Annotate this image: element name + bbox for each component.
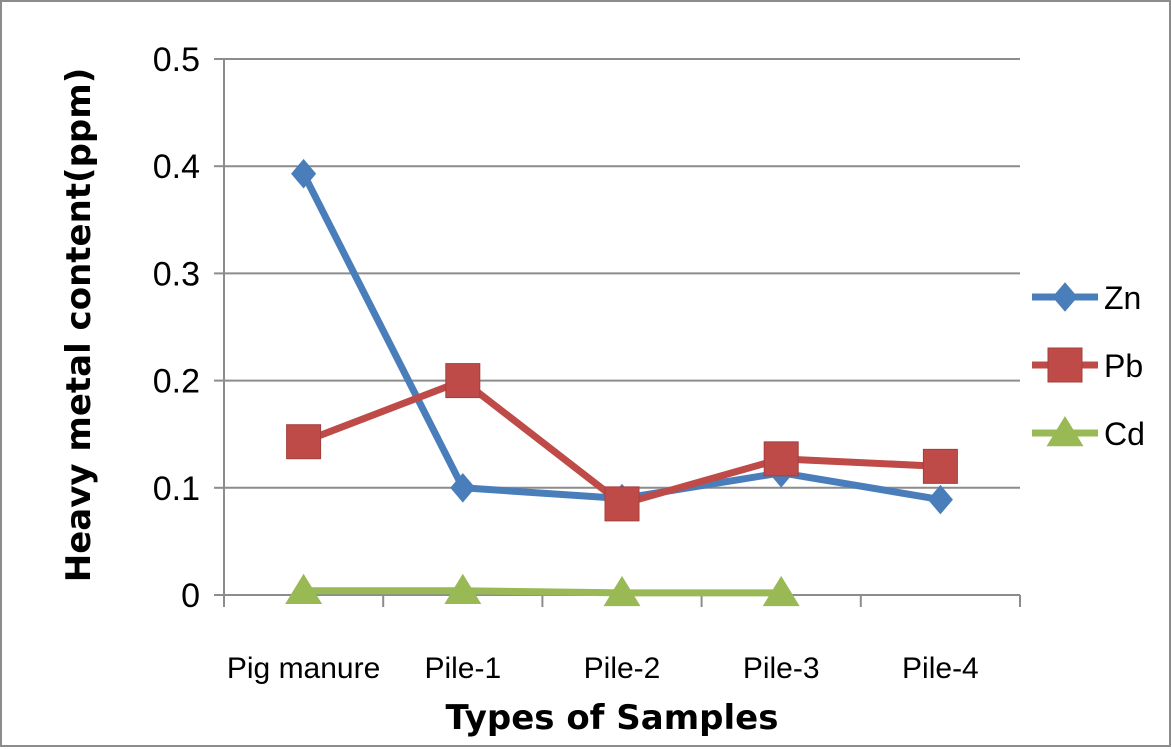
- legend-label-pb: Pb: [1104, 348, 1143, 384]
- axes: [214, 58, 1021, 607]
- x-tick-label: Pile-3: [743, 652, 820, 685]
- data-point-pb: [922, 448, 958, 484]
- y-tick-label: 0.2: [153, 363, 200, 401]
- legend-marker-zn: [1052, 282, 1078, 312]
- y-tick-label: 0.4: [153, 148, 200, 186]
- x-tick-label: Pile-1: [424, 652, 501, 685]
- data-point-pb: [604, 486, 640, 522]
- x-tick-label: Pile-2: [584, 652, 661, 685]
- data-point-pb: [445, 363, 481, 399]
- y-tick-label: 0.3: [153, 255, 200, 293]
- data-point-zn: [450, 473, 476, 503]
- y-tick-label: 0: [181, 577, 200, 615]
- data-point-zn: [291, 158, 317, 189]
- y-tick-label: 0.5: [153, 41, 200, 79]
- legend-marker-pb: [1047, 347, 1083, 383]
- x-axis-title: Types of Samples: [446, 698, 779, 738]
- data-point-zn: [927, 484, 953, 515]
- axis-labels: 0 0.1 0.2 0.3 0.4 0.5 Pig manure Pile-1 Pile-2 Pi…: [153, 41, 979, 685]
- x-tick-label: Pile-4: [902, 652, 979, 685]
- series-line-cd: [300, 587, 785, 597]
- series-markers: [285, 158, 958, 607]
- legend: Zn Pb Cd: [1032, 280, 1145, 452]
- legend-marker-cd: [1046, 416, 1084, 447]
- data-point-cd: [444, 573, 482, 605]
- data-point-pb: [286, 424, 322, 460]
- data-point-cd: [762, 575, 800, 607]
- legend-label-cd: Cd: [1104, 416, 1145, 452]
- data-point-pb: [763, 441, 799, 477]
- series-line-zn: [300, 170, 944, 504]
- data-point-cd: [285, 573, 323, 605]
- y-tick-label: 0.1: [153, 470, 200, 508]
- data-point-cd: [603, 575, 641, 607]
- legend-label-zn: Zn: [1104, 280, 1141, 316]
- series-lines: [300, 170, 944, 597]
- y-axis-title: Heavy metal content(ppm): [59, 68, 99, 582]
- x-tick-label: Pig manure: [227, 652, 380, 685]
